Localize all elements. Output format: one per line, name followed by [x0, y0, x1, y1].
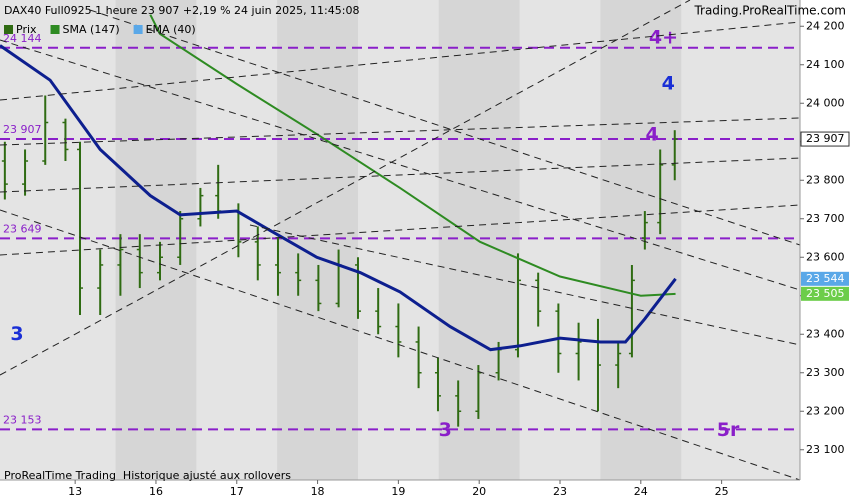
legend-swatch — [50, 25, 60, 34]
trend-line — [0, 117, 801, 146]
level-label: 23 907 — [3, 123, 42, 136]
x-tick-label: 18 — [311, 485, 325, 498]
day-band — [115, 0, 197, 480]
header-title: DAX40 Full0925 1 heure 23 907 +2,19 % 24… — [4, 4, 359, 17]
trend-line — [0, 0, 691, 376]
y-tick-label: 23 600 — [806, 250, 845, 263]
x-axis-area — [0, 480, 850, 500]
wave-annotation: 4 — [662, 73, 675, 95]
wave-annotation: 3 — [439, 419, 452, 441]
y-tick-label: 23 100 — [806, 443, 845, 456]
price-badge — [801, 286, 849, 301]
price-badge — [800, 131, 850, 147]
y-tick-label: 23 200 — [806, 404, 845, 417]
indicator-line — [149, 14, 676, 297]
legend-swatch — [4, 25, 13, 34]
y-tick-label: 24 000 — [806, 96, 845, 109]
site-name: Trading.ProRealTime.com — [693, 4, 846, 18]
legend-label: Prix — [16, 23, 37, 36]
price-badge — [801, 271, 849, 286]
trend-line — [0, 157, 801, 193]
day-band — [277, 0, 358, 480]
y-tick-label: 23 700 — [806, 212, 845, 225]
y-tick-label: 23 800 — [806, 173, 845, 186]
trend-line — [0, 209, 801, 481]
trend-line — [89, 9, 801, 246]
y-axis-area — [800, 0, 850, 480]
day-band — [600, 0, 682, 480]
level-label: 23 649 — [3, 222, 42, 235]
x-tick-label: 17 — [230, 485, 244, 498]
x-tick-label: 25 — [715, 485, 729, 498]
y-tick-label: 23 400 — [806, 327, 845, 340]
level-label: 24 144 — [3, 32, 42, 45]
price-badge-label: 23 544 — [806, 272, 845, 285]
x-tick-label: 20 — [472, 485, 486, 498]
price-badge-label: 23 907 — [806, 132, 845, 145]
legend-swatch — [133, 25, 143, 34]
price-badge-label: 23 505 — [806, 287, 845, 300]
footer: ProRealTime Trading Historique ajusté au… — [4, 469, 291, 482]
x-tick-label: 19 — [391, 485, 405, 498]
trend-line — [249, 224, 801, 346]
wave-annotation: 3 — [10, 323, 23, 345]
wave-annotation: 4+ — [649, 26, 678, 48]
x-tick-label: 16 — [149, 485, 163, 498]
x-tick-label: 24 — [634, 485, 648, 498]
trend-line — [0, 21, 801, 101]
y-tick-label: 23 300 — [806, 366, 845, 379]
wave-annotation: 5r — [717, 419, 740, 441]
indicator-line — [0, 44, 677, 352]
legend-label: SMA (147) — [63, 23, 120, 36]
x-tick-label: 23 — [553, 485, 567, 498]
trend-line — [0, 204, 801, 256]
x-tick-label: 13 — [68, 485, 82, 498]
y-tick-label: 24 100 — [806, 58, 845, 71]
level-label: 23 153 — [3, 413, 42, 426]
background — [0, 0, 800, 480]
y-tick-label: 24 200 — [806, 19, 845, 32]
trend-lines — [0, 0, 801, 481]
legend-label: EMA (40) — [146, 23, 196, 36]
trend-line — [0, 39, 801, 291]
wave-annotation: 4 — [646, 123, 659, 145]
